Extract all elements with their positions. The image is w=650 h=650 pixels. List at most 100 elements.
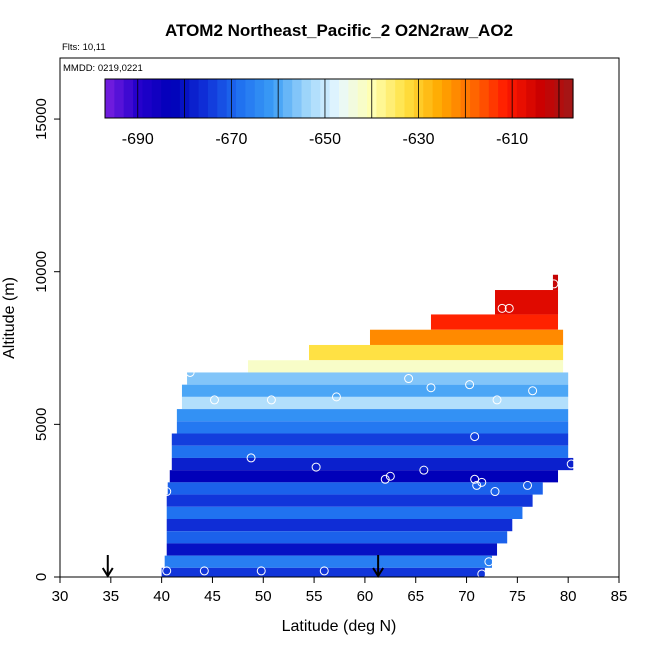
sample-point-21 [472, 480, 482, 490]
colorbar-segment-17 [264, 79, 275, 118]
sample-point-22 [523, 480, 533, 490]
colorbar-label-0: -690 [122, 131, 154, 148]
colorbar-segment-47 [544, 79, 555, 118]
flight-arrows [101, 555, 384, 578]
colorbar-segment-37 [451, 79, 462, 118]
y-tick-label-3: 15000 [33, 98, 50, 140]
heatmap-cell-0 [552, 274, 559, 291]
colorbar-segment-11 [207, 79, 218, 118]
sample-point-1 [497, 303, 507, 313]
y-tick-label-2: 10000 [33, 251, 50, 293]
heatmap-cell-2 [430, 314, 559, 330]
y-tick-label-1: 5000 [33, 408, 50, 441]
heatmap-cell-21 [164, 555, 492, 568]
x-axis-label: Latitude (deg N) [282, 618, 397, 635]
heatmap-cell-3 [369, 329, 564, 345]
colorbar-segment-21 [301, 79, 312, 118]
colorbar-segment-32 [404, 79, 415, 118]
colorbar-label-1: -670 [215, 131, 247, 148]
colorbar-segment-49 [563, 79, 574, 118]
flight-arrow-1 [372, 555, 384, 578]
heatmap-cell-20 [166, 543, 498, 556]
sample-point-17 [380, 474, 390, 484]
sample-points [162, 279, 576, 579]
colorbar-segment-4 [142, 79, 153, 118]
sample-point-28 [256, 566, 266, 576]
heatmap-cells [161, 274, 574, 577]
sample-point-26 [162, 566, 172, 576]
sample-point-9 [266, 395, 276, 405]
colorbar-segment-40 [479, 79, 490, 118]
colorbar-segment-35 [432, 79, 443, 118]
heatmap-cell-19 [166, 531, 508, 544]
x-tick-label-3: 45 [204, 588, 221, 605]
colorbar-segment-24 [329, 79, 340, 118]
x-tick-label-5: 55 [306, 588, 323, 605]
plot-frame [59, 57, 620, 578]
colorbar-border [104, 78, 574, 119]
x-tick-label-10: 80 [560, 588, 577, 605]
colorbar-segment-0 [105, 79, 115, 118]
sample-point-11 [492, 395, 502, 405]
colorbar-label-4: -610 [496, 131, 528, 148]
colorbar-segment-42 [498, 79, 509, 118]
x-tick-label-2: 40 [153, 588, 170, 605]
colorbar-segment-7 [170, 79, 181, 118]
x-tick-label-8: 70 [458, 588, 475, 605]
sample-point-14 [311, 462, 321, 472]
colorbar-segment-10 [198, 79, 209, 118]
colorbar-segment-1 [114, 79, 125, 118]
heatmap-cell-6 [187, 372, 569, 385]
colorbar-segment-45 [526, 79, 537, 118]
heatmap-cell-11 [171, 433, 569, 446]
sample-point-6 [465, 380, 475, 390]
x-tick-label-0: 30 [52, 588, 69, 605]
colorbar-segment-14 [236, 79, 246, 118]
colorbar-segment-2 [123, 79, 134, 118]
colorbar-segment-22 [310, 79, 321, 118]
sample-point-12 [470, 432, 480, 442]
colorbar-segment-31 [395, 79, 406, 118]
y-axis: 0 5000 10000 15000 [33, 98, 60, 581]
colorbar-segment-20 [292, 79, 303, 118]
sample-point-8 [209, 395, 219, 405]
colorbar-segment-5 [151, 79, 162, 118]
y-axis-label: Altitude (m) [1, 277, 18, 359]
colorbar-segment-6 [161, 79, 172, 118]
x-tick-label-4: 50 [255, 588, 272, 605]
sample-point-4 [404, 374, 414, 384]
sample-point-7 [528, 386, 538, 396]
x-axis: 30 35 40 45 50 55 60 65 70 75 80 85 [52, 577, 628, 605]
colorbar-segment-29 [376, 79, 387, 118]
dates-annotation: MMDD: 0219,0221 [63, 63, 143, 74]
colorbar-segment-15 [245, 79, 256, 118]
colorbar-segment-19 [282, 79, 293, 118]
sample-point-27 [199, 566, 209, 576]
sample-point-2 [504, 303, 514, 313]
colorbar-segment-27 [357, 79, 368, 118]
heatmap-cell-16 [166, 494, 533, 507]
x-tick-label-11: 85 [611, 588, 628, 605]
sample-point-3 [185, 367, 195, 377]
sample-point-0 [549, 279, 559, 289]
colorbar-segment-46 [535, 79, 546, 118]
colorbar-segment-44 [516, 79, 527, 118]
sample-point-23 [490, 487, 500, 497]
colorbar-segment-12 [217, 79, 228, 118]
x-tick-label-6: 60 [357, 588, 374, 605]
colorbar-segment-30 [385, 79, 396, 118]
sample-point-13 [246, 453, 256, 463]
sample-point-18 [385, 471, 395, 481]
colorbar-label-3: -630 [403, 131, 435, 148]
flight-arrow-0 [101, 555, 114, 578]
heatmap-cell-7 [181, 384, 569, 397]
colorbar-segment-39 [470, 79, 480, 118]
x-tick-label-9: 75 [509, 588, 526, 605]
colorbar-segment-16 [254, 79, 265, 118]
colorbar-segment-41 [488, 79, 499, 118]
heatmap-cell-15 [167, 482, 543, 495]
heatmap-cell-17 [166, 506, 523, 519]
heatmap-cell-5 [248, 360, 564, 373]
heatmap-cell-1 [495, 290, 559, 315]
